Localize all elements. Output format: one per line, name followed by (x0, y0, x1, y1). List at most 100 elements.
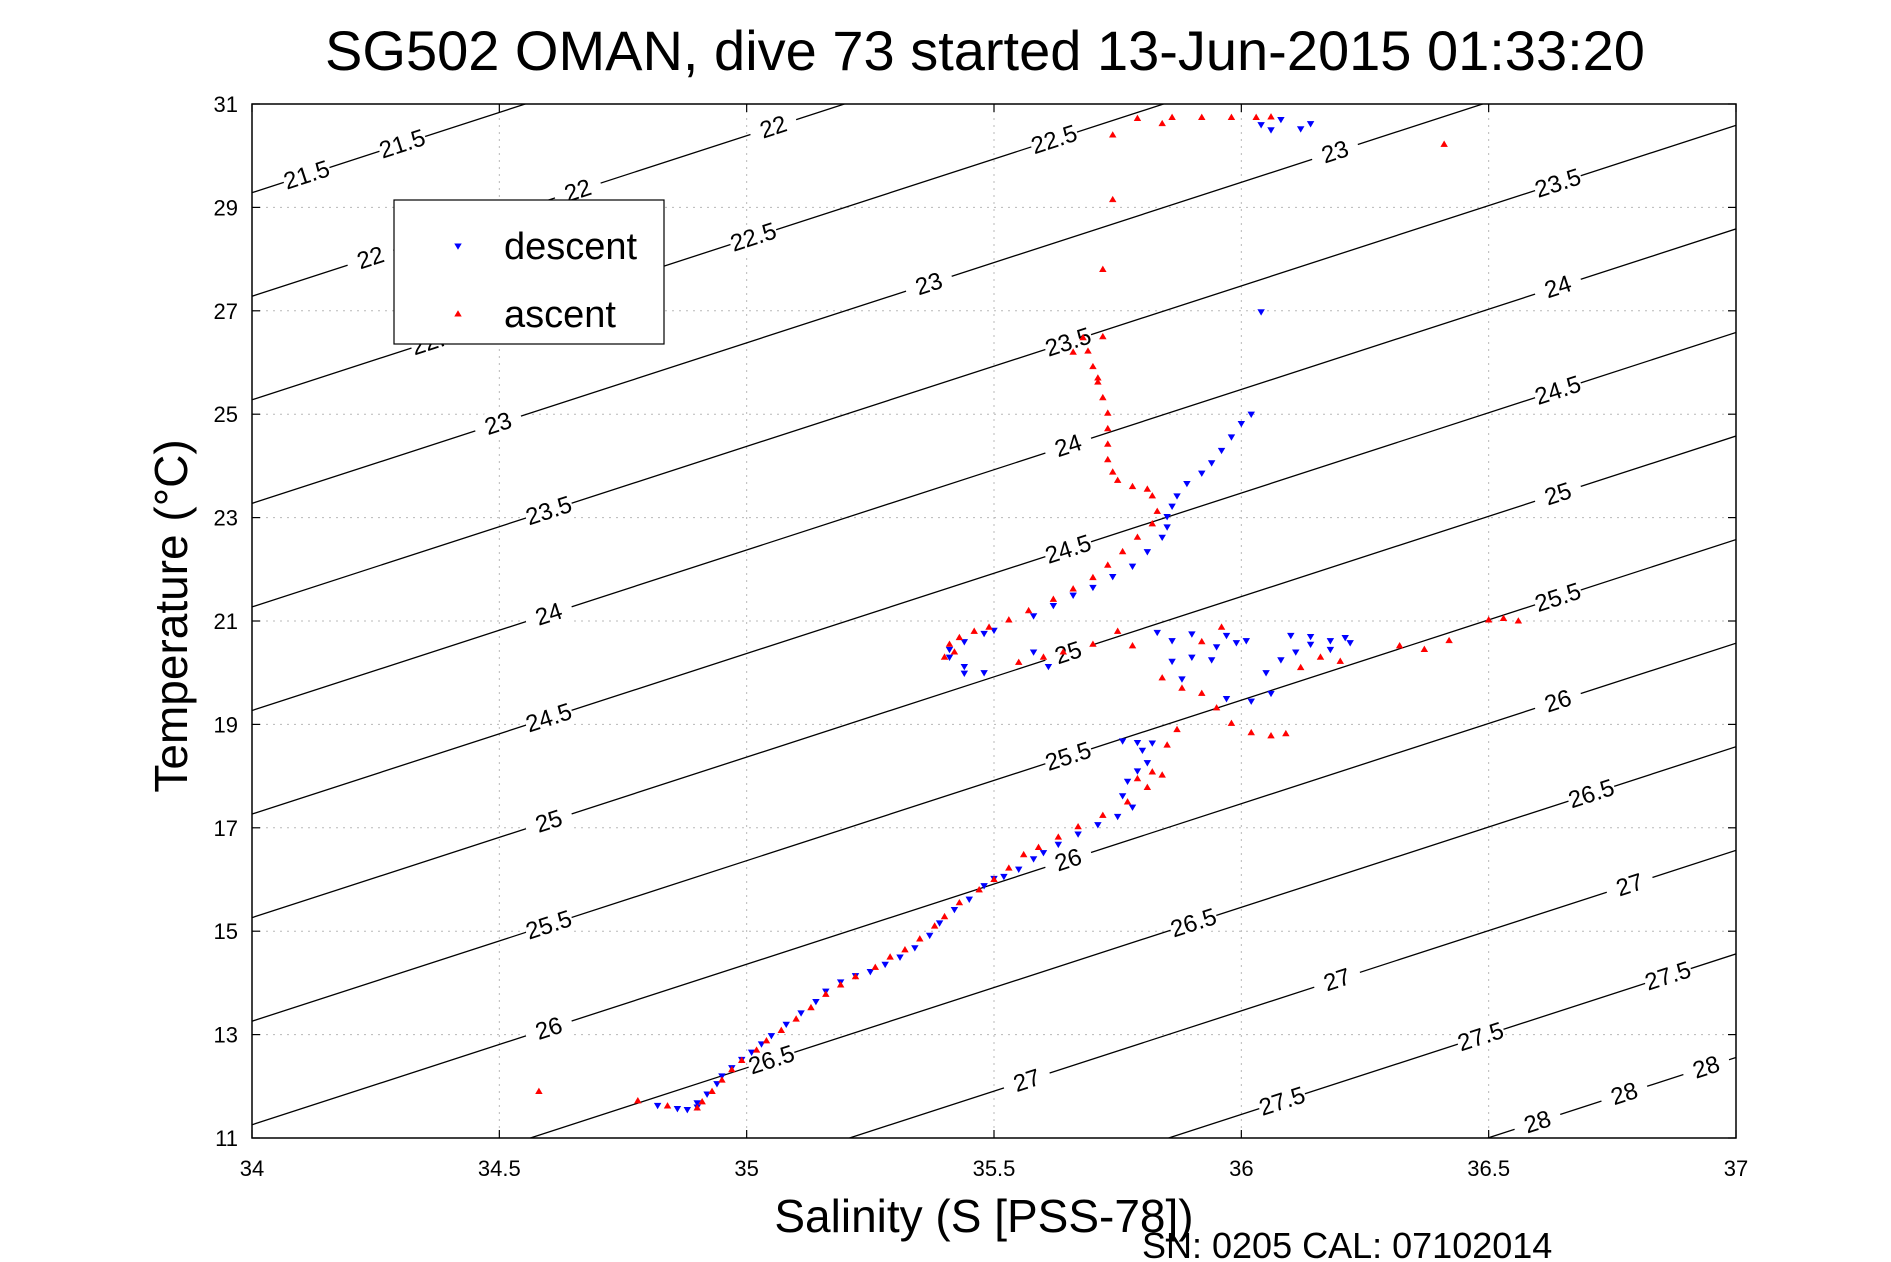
ascent-point (1198, 637, 1206, 645)
ascent-point (1069, 348, 1077, 355)
isopycnal-contours: 21.521.522222222.522.522.523232323.523.5… (252, 104, 1736, 1142)
legend-box (393, 199, 665, 345)
ascent-point (792, 1015, 800, 1022)
ascent-point (940, 912, 949, 920)
ascent-point (1089, 640, 1097, 647)
descent-point (1039, 850, 1048, 857)
isopycnal-line (252, 104, 1483, 504)
ascent-point (663, 1102, 672, 1109)
ascent-point (822, 990, 830, 997)
isopycnal-label: 22 (746, 107, 801, 147)
descent-point (1173, 493, 1181, 500)
ascent-point (1445, 636, 1453, 644)
ascent-point (762, 1037, 771, 1044)
ascent-point (985, 623, 993, 630)
ascent-point (1148, 768, 1157, 775)
x-tick-label: 37 (1724, 1156, 1748, 1181)
ascent-point (1227, 113, 1236, 120)
ascent-point (1118, 547, 1127, 555)
descent-point (925, 932, 934, 940)
descent-point (1143, 760, 1152, 767)
descent-point (1015, 866, 1023, 873)
ascent-point (940, 653, 949, 660)
ascent-point (1034, 843, 1043, 850)
ascent-point (945, 640, 954, 647)
y-tick-label: 27 (214, 299, 238, 324)
ascent-point (1128, 482, 1137, 490)
ascent-point (1074, 822, 1082, 830)
ascent-point (1143, 485, 1152, 492)
descent-point (1207, 657, 1216, 664)
isopycnal-line (530, 746, 1736, 1138)
ascent-point (950, 648, 959, 655)
descent-point (1188, 631, 1196, 638)
x-axis-label: Salinity (S [PSS-78]) (774, 1190, 1193, 1242)
y-tick-label: 31 (214, 92, 238, 117)
ascent-point (1158, 674, 1166, 681)
ascent-point (1296, 663, 1305, 671)
descent-point (1089, 584, 1097, 592)
descent-point (782, 1021, 790, 1029)
ascent-point (1499, 614, 1508, 621)
ascent-point (901, 946, 909, 953)
ascent-point (698, 1098, 706, 1105)
ascent-point (1267, 731, 1275, 739)
descent-point (1163, 524, 1171, 531)
descent-point (1346, 640, 1354, 647)
ascent-point (955, 633, 964, 641)
x-tick-label: 36.5 (1467, 1156, 1510, 1181)
descent-point (1138, 747, 1147, 755)
descent-point (693, 1100, 701, 1107)
ascent-point (1015, 658, 1023, 665)
ascent-point (990, 875, 998, 883)
isopycnal-label: 21.5 (279, 155, 334, 195)
descent-point (945, 646, 954, 654)
descent-point (1133, 739, 1142, 747)
ascent-point (1133, 774, 1142, 782)
descent-point (1257, 309, 1265, 316)
ascent-point (777, 1026, 786, 1034)
descent-point (1168, 658, 1176, 666)
ascent-point (1514, 617, 1523, 624)
descent-point (935, 920, 944, 927)
ascent-point (1158, 771, 1166, 778)
ascent-point (1104, 455, 1112, 463)
ascent-point (1153, 507, 1161, 514)
ascent-point (851, 972, 860, 980)
legend-glyph-descent (454, 243, 462, 250)
descent-point (960, 663, 969, 671)
descent-point (1222, 632, 1231, 640)
ascent-point (1267, 113, 1275, 120)
descent-point (683, 1107, 692, 1114)
ascent-point (1104, 424, 1112, 432)
descent-point (1247, 411, 1255, 418)
ascent-point (871, 963, 880, 970)
isopycnal-line (252, 642, 1736, 1126)
x-tick-label: 34 (240, 1156, 264, 1181)
ascent-point (1084, 347, 1092, 354)
ascent-point (1108, 195, 1117, 203)
ascent-point (1227, 719, 1236, 726)
descent-point (980, 670, 988, 677)
y-tick-label: 23 (214, 506, 238, 531)
ascent-point (1089, 362, 1097, 370)
isopycnal-label: 23 (1308, 132, 1362, 172)
descent-point (1133, 768, 1142, 775)
descent-point (1074, 831, 1082, 838)
ascent-point (886, 953, 894, 960)
ascent-point (1420, 645, 1429, 652)
descent-point (1094, 822, 1102, 829)
isopycnal-line (252, 331, 1736, 815)
ascent-point (728, 1065, 736, 1073)
ascent-point (1143, 783, 1152, 791)
isopycnal-label: 25 (1531, 474, 1585, 514)
descent-point (1029, 649, 1038, 656)
ascent-point (1099, 332, 1107, 340)
y-tick-label: 19 (214, 712, 238, 737)
isopycnal-label: 28 (1510, 1102, 1565, 1142)
ascent-point (1133, 533, 1142, 540)
descent-point (1292, 649, 1300, 656)
legend-marker-ascent (454, 310, 462, 317)
ascent-point (916, 935, 924, 942)
